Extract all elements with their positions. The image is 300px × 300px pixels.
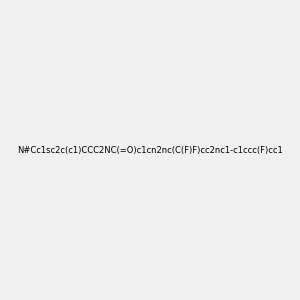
- Text: N#Cc1sc2c(c1)CCC2NC(=O)c1cn2nc(C(F)F)cc2nc1-c1ccc(F)cc1: N#Cc1sc2c(c1)CCC2NC(=O)c1cn2nc(C(F)F)cc2…: [17, 146, 283, 154]
